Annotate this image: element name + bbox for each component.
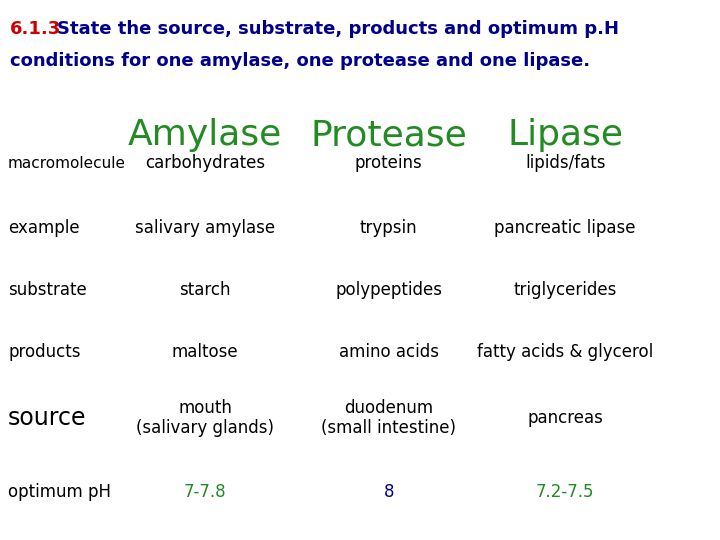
Text: 7-7.8: 7-7.8 — [184, 483, 227, 501]
Text: Protease: Protease — [310, 118, 467, 152]
Text: maltose: maltose — [172, 343, 238, 361]
Text: triglycerides: triglycerides — [513, 281, 617, 299]
Text: fatty acids & glycerol: fatty acids & glycerol — [477, 343, 653, 361]
Text: duodenum
(small intestine): duodenum (small intestine) — [321, 399, 456, 437]
Text: starch: starch — [179, 281, 231, 299]
Text: products: products — [8, 343, 81, 361]
Text: polypeptides: polypeptides — [336, 281, 442, 299]
Text: State the source, substrate, products and optimum p.H: State the source, substrate, products an… — [57, 20, 619, 38]
Text: 8: 8 — [384, 483, 394, 501]
Text: carbohydrates: carbohydrates — [145, 154, 265, 172]
Text: lipids/fats: lipids/fats — [525, 154, 606, 172]
Text: conditions for one amylase, one protease and one lipase.: conditions for one amylase, one protease… — [10, 52, 590, 70]
Text: salivary amylase: salivary amylase — [135, 219, 275, 237]
Text: 6.1.3: 6.1.3 — [10, 20, 61, 38]
Text: substrate: substrate — [8, 281, 86, 299]
Text: mouth
(salivary glands): mouth (salivary glands) — [136, 399, 274, 437]
Text: macromolecule: macromolecule — [8, 156, 126, 171]
Text: proteins: proteins — [355, 154, 423, 172]
Text: pancreas: pancreas — [527, 409, 603, 427]
Text: Lipase: Lipase — [507, 118, 624, 152]
Text: Amylase: Amylase — [128, 118, 282, 152]
Text: example: example — [8, 219, 80, 237]
Text: source: source — [8, 406, 86, 430]
Text: amino acids: amino acids — [339, 343, 438, 361]
Text: trypsin: trypsin — [360, 219, 418, 237]
Text: optimum pH: optimum pH — [8, 483, 111, 501]
Text: pancreatic lipase: pancreatic lipase — [495, 219, 636, 237]
Text: 7.2-7.5: 7.2-7.5 — [536, 483, 595, 501]
